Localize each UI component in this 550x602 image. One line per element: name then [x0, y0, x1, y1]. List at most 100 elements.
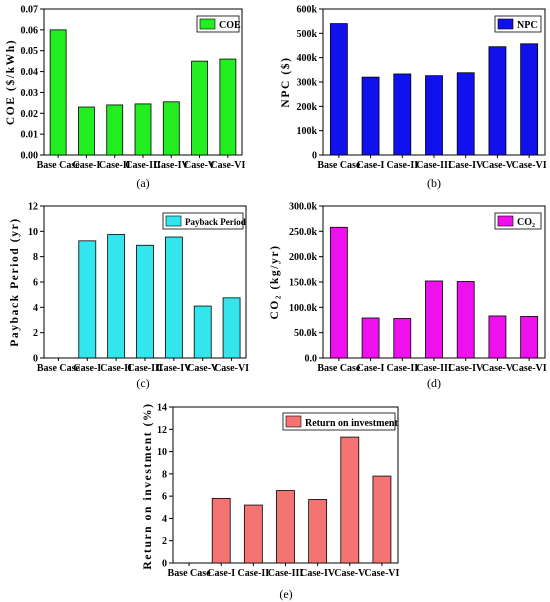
y-tick-label: 2: [33, 328, 38, 339]
bars-c: [78, 234, 241, 359]
x-category-label: Case-III: [125, 160, 161, 171]
y-tick-label: 50.0k: [294, 328, 318, 339]
x-category-label: Case-IV: [156, 363, 192, 374]
x-category-label: Case-I: [73, 363, 101, 374]
bar: [372, 475, 392, 564]
chart-panel-d: 0.0 50.0k 100.0k 150.0k 200.0k 250.0k 300.0k B…: [269, 202, 547, 391]
bar: [211, 497, 231, 564]
y-tick-label: 0.07: [21, 5, 39, 16]
bar: [393, 73, 412, 156]
x-category-label: Case-IV: [154, 160, 190, 171]
bar: [329, 226, 348, 359]
x-category-label: Case-V: [184, 160, 216, 171]
bar: [222, 297, 241, 359]
y-axis-title-a: COE ($/kWh): [4, 39, 17, 125]
bar: [107, 234, 126, 359]
y-tick-label: 8: [162, 469, 167, 480]
panel-label-a: (a): [136, 176, 149, 190]
bar: [243, 504, 263, 564]
panel-label-e: (e): [279, 587, 292, 601]
y-tick-label: 2: [162, 536, 167, 547]
x-category-label: Case-V: [482, 160, 514, 171]
y-axis-title-e: Return on investment (%): [142, 402, 154, 569]
bar: [329, 23, 348, 156]
y-tick-label: 100k: [296, 126, 317, 137]
x-category-label: Case-II: [386, 160, 418, 171]
x-category-label: Case-VI: [512, 160, 547, 171]
bar: [78, 106, 95, 156]
x-category-label: Base Case: [168, 568, 212, 579]
x-categories-a: Base CaseCase-ICase-IICase-IIICase-IVCas…: [37, 155, 245, 171]
panel-label-b: (b): [427, 176, 441, 190]
bar: [49, 29, 67, 156]
y-axis-title-b: NPC ($): [279, 56, 292, 107]
y-tick-label: 6: [33, 278, 38, 289]
y-ticks-b: 0 100k 200k 300k 400k 500k 600k: [296, 5, 323, 162]
y-tick-label: 0.00: [21, 151, 39, 162]
y-tick-label: 0.04: [21, 67, 39, 78]
legend-d: CO₂: [494, 212, 542, 230]
bar: [520, 43, 539, 156]
x-category-label: Base Case: [37, 160, 81, 171]
bars-b: [329, 23, 539, 156]
y-tick-label: 0.01: [21, 130, 39, 141]
bar: [488, 46, 507, 156]
x-category-label: Case-VI: [210, 160, 245, 171]
y-tick-label: 100.0k: [289, 303, 318, 314]
y-tick-label: 4: [162, 514, 167, 525]
legend-label-c: Payback Period: [185, 217, 246, 227]
y-ticks-e: 0 2 4 6 8 10 12 14: [157, 403, 173, 570]
y-axis-title-c: Payback Period (yr): [9, 217, 21, 346]
bar: [164, 236, 183, 359]
legend-e: Return on investment: [282, 412, 398, 431]
x-category-label: Case-VI: [512, 363, 547, 374]
x-category-label: Case-IV: [300, 568, 336, 579]
x-category-label: Case-IV: [448, 160, 484, 171]
y-tick-label: 12: [157, 425, 167, 436]
y-tick-label: 0.02: [21, 109, 39, 120]
x-category-label: Case-VI: [364, 568, 399, 579]
x-category-label: Case-IV: [448, 363, 484, 374]
legend-box-e: [282, 412, 396, 431]
bar: [106, 104, 124, 156]
bar: [193, 305, 212, 359]
y-tick-label: 0: [33, 354, 38, 365]
x-category-label: Case-III: [416, 160, 452, 171]
y-tick-label: 500k: [296, 29, 317, 40]
y-tick-label: 10: [157, 447, 167, 458]
bar: [520, 316, 539, 359]
x-category-label: Case-V: [334, 568, 366, 579]
legend-swatch-e: [285, 415, 302, 428]
legend-swatch-c: [165, 215, 182, 227]
y-tick-label: 0.0: [305, 354, 318, 365]
legend-box-c: [162, 212, 244, 230]
bar: [162, 101, 180, 156]
y-tick-label: 0.03: [21, 88, 39, 99]
y-tick-label: 400k: [296, 53, 317, 64]
y-tick-label: 12: [28, 202, 38, 213]
legend-label-b: NPC: [517, 20, 538, 31]
x-category-label: Case-III: [268, 568, 304, 579]
y-ticks-d: 0.0 50.0k 100.0k 150.0k 200.0k 250.0k 300.0k: [289, 202, 323, 365]
legend-swatch-d: [497, 215, 514, 227]
bars-a: [49, 29, 237, 156]
y-tick-label: 200.0k: [289, 252, 318, 263]
x-category-label: Base Case: [317, 160, 361, 171]
y-tick-label: 0: [162, 559, 167, 570]
bar: [456, 72, 475, 156]
bar: [136, 244, 154, 359]
legend-b: NPC: [494, 15, 542, 33]
x-category-label: Case-II: [386, 363, 418, 374]
y-tick-label: 150.0k: [289, 278, 318, 289]
panel-label-d: (d): [427, 376, 441, 390]
x-category-label: Case-VI: [214, 363, 249, 374]
y-tick-label: 0.06: [21, 25, 39, 36]
bars-d: [329, 226, 539, 359]
bar: [191, 60, 208, 156]
bar: [276, 490, 295, 564]
chart-panel-a: 0.00 0.01 0.02 0.03 0.04 0.05 0.06 0.07 Base Ca…: [4, 5, 245, 191]
y-ticks-c: 0 2 4 6 8 10 12: [28, 202, 44, 365]
